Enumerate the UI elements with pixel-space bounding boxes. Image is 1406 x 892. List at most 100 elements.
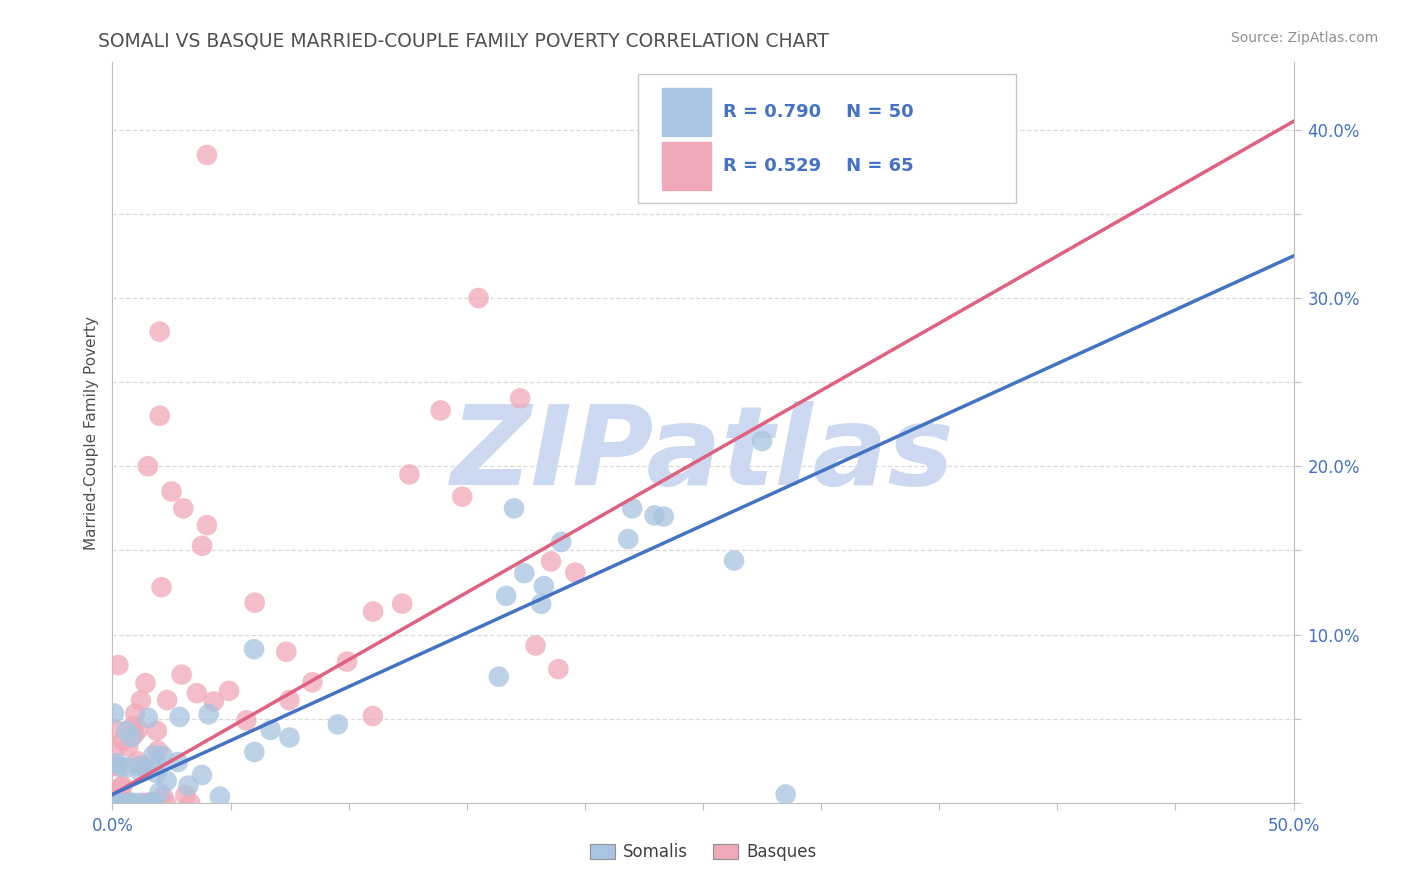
Point [172, 501, 194, 516]
Point [121, 730, 143, 744]
Point [121, 719, 143, 733]
Point [202, 694, 225, 708]
Point [195, 518, 218, 533]
FancyBboxPatch shape [662, 143, 711, 190]
Point [170, 667, 193, 681]
Point [467, 291, 489, 305]
Point [276, 645, 298, 659]
Point [117, 760, 139, 774]
Point [723, 553, 745, 567]
Point [103, 743, 125, 757]
Text: R = 0.529    N = 65: R = 0.529 N = 65 [723, 157, 914, 175]
Point [488, 670, 510, 684]
Y-axis label: Married-Couple Family Poverty: Married-Couple Family Poverty [83, 316, 98, 549]
Point [278, 731, 301, 745]
Point [143, 796, 166, 810]
Point [146, 723, 169, 738]
Point [148, 785, 170, 799]
Point [149, 409, 172, 423]
Point [533, 579, 555, 593]
Text: Source: ZipAtlas.com: Source: ZipAtlas.com [1230, 31, 1378, 45]
Point [105, 796, 128, 810]
Point [138, 796, 160, 810]
Point [135, 762, 157, 776]
Point [177, 779, 200, 793]
Point [513, 566, 536, 581]
Point [129, 693, 152, 707]
Point [169, 710, 191, 724]
Point [135, 676, 157, 690]
Point [186, 686, 208, 700]
Point [391, 597, 413, 611]
Point [495, 589, 517, 603]
Point [652, 509, 675, 524]
Point [547, 662, 569, 676]
Point [429, 403, 451, 417]
Point [166, 755, 188, 769]
Point [142, 748, 165, 763]
Point [114, 796, 136, 810]
Point [156, 693, 179, 707]
Point [301, 675, 323, 690]
Point [775, 788, 797, 802]
Point [139, 796, 162, 810]
Point [152, 748, 174, 763]
Point [103, 706, 125, 721]
Point [361, 709, 384, 723]
Point [621, 501, 644, 516]
Point [117, 739, 139, 754]
Point [112, 733, 135, 747]
Point [243, 596, 266, 610]
Point [197, 707, 219, 722]
Point [138, 796, 160, 810]
Point [127, 723, 149, 737]
Point [191, 539, 214, 553]
Point [243, 642, 266, 657]
Point [149, 325, 172, 339]
Point [218, 684, 240, 698]
Point [145, 765, 167, 780]
Point [146, 758, 169, 772]
Legend: Somalis, Basques: Somalis, Basques [589, 843, 817, 861]
Point [104, 796, 127, 810]
Point [115, 796, 138, 810]
Point [115, 723, 138, 738]
Point [115, 796, 138, 810]
Point [617, 532, 640, 546]
Point [361, 605, 384, 619]
Text: R = 0.790    N = 50: R = 0.790 N = 50 [723, 103, 914, 121]
Point [564, 566, 586, 580]
FancyBboxPatch shape [638, 73, 1017, 203]
Point [150, 580, 173, 594]
Point [326, 717, 349, 731]
Point [156, 773, 179, 788]
Point [160, 484, 183, 499]
Point [530, 597, 553, 611]
Point [398, 467, 420, 482]
Point [121, 796, 143, 810]
Point [179, 796, 201, 810]
Point [644, 508, 666, 523]
Point [107, 658, 129, 673]
Point [105, 756, 128, 770]
Point [122, 727, 145, 741]
Point [550, 535, 572, 549]
Point [142, 796, 165, 810]
Point [107, 796, 129, 810]
Point [127, 755, 149, 769]
Point [129, 759, 152, 773]
Point [243, 745, 266, 759]
Point [129, 765, 152, 780]
Point [195, 148, 218, 162]
Point [134, 796, 156, 810]
Point [139, 796, 162, 810]
Point [136, 711, 159, 725]
Point [134, 759, 156, 773]
Point [191, 768, 214, 782]
Point [105, 796, 128, 810]
Point [136, 459, 159, 474]
Point [208, 789, 231, 804]
Text: SOMALI VS BASQUE MARRIED-COUPLE FAMILY POVERTY CORRELATION CHART: SOMALI VS BASQUE MARRIED-COUPLE FAMILY P… [98, 31, 830, 50]
Text: ZIPatlas: ZIPatlas [451, 401, 955, 508]
Point [751, 434, 773, 448]
